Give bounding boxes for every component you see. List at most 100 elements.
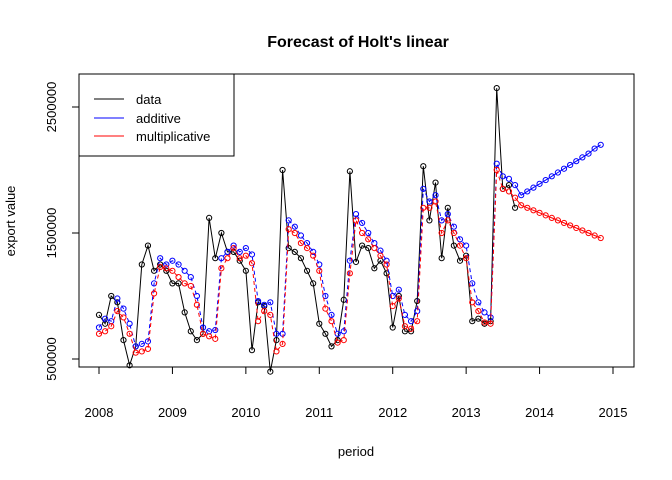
data-point [181, 309, 188, 316]
data-point [365, 245, 372, 252]
x-tick-label: 2011 [305, 405, 333, 420]
legend-label-additive: additive [136, 111, 181, 126]
multiplicative-fitted-point [285, 226, 292, 233]
data-point [291, 248, 298, 255]
data-point [218, 229, 225, 237]
additive-fitted-line [98, 163, 516, 348]
additive-fitted-point [420, 185, 427, 192]
additive-forecast-point [530, 184, 537, 191]
additive-fitted-point [432, 192, 439, 199]
x-tick-label: 2015 [599, 405, 628, 420]
multiplicative-fitted-point [456, 242, 464, 249]
data-point [108, 292, 115, 300]
x-tick-label: 2009 [158, 405, 187, 420]
series-layer [95, 85, 604, 375]
multiplicative-fitted-point [126, 330, 133, 337]
multiplicative-fitted-point [511, 194, 519, 201]
additive-fitted-point [175, 261, 182, 268]
multiplicative-fitted-point [352, 217, 360, 224]
multiplicative-fitted-point [248, 260, 256, 267]
multiplicative-fitted-point [505, 188, 513, 195]
multiplicative-fitted-point [499, 185, 506, 192]
multiplicative-fitted-point [132, 349, 139, 356]
multiplicative-fitted-point [414, 318, 421, 325]
data-point [352, 258, 360, 266]
multiplicative-fitted-point [444, 217, 451, 224]
multiplicative-fitted-line [98, 169, 516, 354]
multiplicative-forecast-point [560, 219, 568, 227]
multiplicative-fitted-point [273, 348, 280, 355]
additive-fitted-point [236, 248, 243, 255]
additive-fitted-point [511, 182, 519, 189]
multiplicative-forecast-point [585, 229, 592, 237]
data-point [310, 280, 317, 287]
data-point [242, 267, 249, 274]
additive-forecast-point [554, 169, 562, 176]
x-tick-label: 2014 [525, 405, 554, 420]
data-series-line [98, 88, 516, 372]
multiplicative-forecast-point [548, 214, 555, 221]
additive-fitted-point [499, 173, 506, 180]
data-point [328, 343, 335, 350]
additive-fitted-point [95, 324, 103, 331]
data-point [169, 280, 176, 287]
data-point [322, 330, 329, 337]
additive-fitted-point [426, 198, 433, 205]
data-point [456, 257, 464, 264]
multiplicative-fitted-point [279, 340, 286, 347]
x-tick-label: 2010 [231, 405, 260, 420]
data-point [346, 168, 353, 175]
multiplicative-forecast-point [536, 209, 543, 216]
additive-forecast-point [524, 188, 531, 195]
data-point [163, 267, 170, 274]
multiplicative-fitted-point [267, 311, 274, 318]
additive-forecast-point [567, 161, 574, 169]
additive-fitted-point [297, 232, 305, 239]
legend-label-data: data [136, 92, 162, 107]
data-point [493, 85, 500, 92]
additive-fitted-point [475, 299, 482, 306]
multiplicative-fitted-point [383, 261, 390, 268]
data-point [450, 242, 457, 249]
multiplicative-fitted-point [389, 302, 396, 310]
additive-fitted-point [328, 311, 335, 318]
additive-fitted-point [401, 311, 409, 318]
multiplicative-fitted-point [334, 339, 341, 346]
multiplicative-fitted-point [395, 295, 402, 302]
data-point [193, 337, 201, 344]
additive-forecast-point [573, 158, 580, 165]
additive-fitted-point [248, 251, 256, 258]
y-axis: 500000 1500000 2500000 [44, 82, 80, 381]
multiplicative-forecast-point [591, 232, 598, 239]
multiplicative-fitted-point [340, 337, 347, 344]
multiplicative-fitted-point [181, 280, 188, 287]
multiplicative-fitted-point [401, 323, 409, 330]
x-tick-label: 2013 [452, 405, 481, 420]
multiplicative-forecast-point [597, 234, 604, 242]
data-point [414, 297, 421, 305]
data-point [144, 242, 152, 249]
multiplicative-fitted-point [407, 325, 415, 332]
multiplicative-forecast-point [530, 207, 537, 214]
data-point [444, 204, 451, 211]
data-point [273, 337, 280, 344]
legend-label-multiplicative: multiplicative [136, 129, 210, 144]
data-point [157, 261, 164, 268]
multiplicative-fitted-point [199, 330, 207, 337]
data-point [126, 362, 133, 369]
data-point [383, 270, 390, 277]
data-point [138, 261, 145, 268]
data-point [285, 245, 292, 252]
multiplicative-fitted-point [432, 198, 439, 205]
x-axis-title: period [338, 444, 374, 459]
multiplicative-fitted-point [303, 245, 311, 252]
data-point [248, 347, 256, 354]
multiplicative-fitted-point [475, 308, 482, 315]
data-point [95, 311, 103, 318]
multiplicative-forecast-point [567, 222, 574, 229]
multiplicative-fitted-point [371, 245, 378, 252]
multiplicative-forecast-point [554, 217, 562, 224]
data-point [469, 318, 476, 325]
multiplicative-fitted-point [138, 348, 145, 355]
